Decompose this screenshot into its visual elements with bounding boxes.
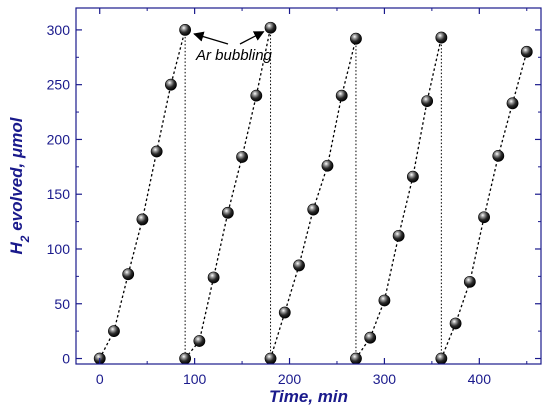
data-point (364, 331, 377, 344)
data-point (463, 275, 476, 288)
annotation-text: Ar bubbling (195, 47, 273, 64)
x-axis-title: Time, min (269, 387, 348, 406)
data-point (335, 89, 348, 102)
y-tick-label: 0 (62, 351, 70, 367)
y-tick-label: 50 (54, 296, 70, 312)
series-lines (99, 27, 528, 359)
x-tick-label: 300 (373, 371, 397, 387)
data-point (164, 78, 177, 91)
data-point (264, 352, 277, 365)
series-line-cycle-4 (355, 37, 442, 359)
data-points (93, 21, 533, 365)
x-tick-label: 0 (96, 371, 104, 387)
x-tick-labels: 0 100 200 300 400 (96, 371, 491, 387)
x-tick-label: 100 (183, 371, 207, 387)
data-point (264, 21, 277, 34)
y-tick-label: 250 (47, 77, 71, 93)
data-point (321, 159, 334, 172)
y-tick-label: 100 (47, 241, 71, 257)
data-point (392, 229, 405, 242)
data-point (478, 211, 490, 224)
data-point (506, 97, 519, 110)
data-point (435, 31, 448, 44)
reset-lines (184, 27, 442, 359)
data-point (350, 32, 362, 45)
x-tick-label: 200 (278, 371, 302, 387)
plot-frame (75, 7, 542, 365)
data-point (278, 306, 291, 319)
data-point (520, 45, 533, 58)
data-point (179, 24, 192, 36)
data-point (350, 352, 362, 365)
data-point (136, 213, 149, 226)
data-point (492, 149, 505, 162)
y-axis-title-rest: evolved, μmol (7, 116, 26, 235)
data-point (435, 352, 448, 365)
y-tick-labels: 0 50 100 150 200 250 300 (47, 22, 71, 367)
data-point (122, 268, 135, 281)
data-point (421, 95, 434, 108)
data-point (221, 206, 234, 219)
data-point (207, 271, 220, 284)
series-line-cycle-2 (184, 27, 272, 359)
data-point (293, 259, 305, 272)
y-axis-title: H2 evolved, μmol (7, 116, 32, 254)
y-axis-title-main: H (7, 241, 26, 254)
annotation-arrow-right (239, 31, 265, 45)
x-tick-label: 400 (468, 371, 492, 387)
data-point (378, 294, 391, 307)
y-tick-label: 300 (47, 22, 71, 38)
data-point (307, 203, 320, 216)
y-tick-label: 150 (47, 186, 71, 202)
annotation: Ar bubbling (193, 31, 273, 64)
data-point (193, 335, 206, 347)
data-point (449, 317, 462, 330)
data-point (150, 145, 163, 158)
data-point (108, 325, 120, 338)
y-tick-label: 200 (47, 131, 71, 147)
axis-ticks (76, 8, 541, 364)
data-point (250, 89, 263, 102)
y-axis-title-subscript: 2 (18, 235, 32, 243)
annotation-arrow-left (193, 31, 229, 45)
data-point (179, 352, 192, 365)
data-point (236, 151, 248, 163)
data-point (406, 170, 419, 183)
